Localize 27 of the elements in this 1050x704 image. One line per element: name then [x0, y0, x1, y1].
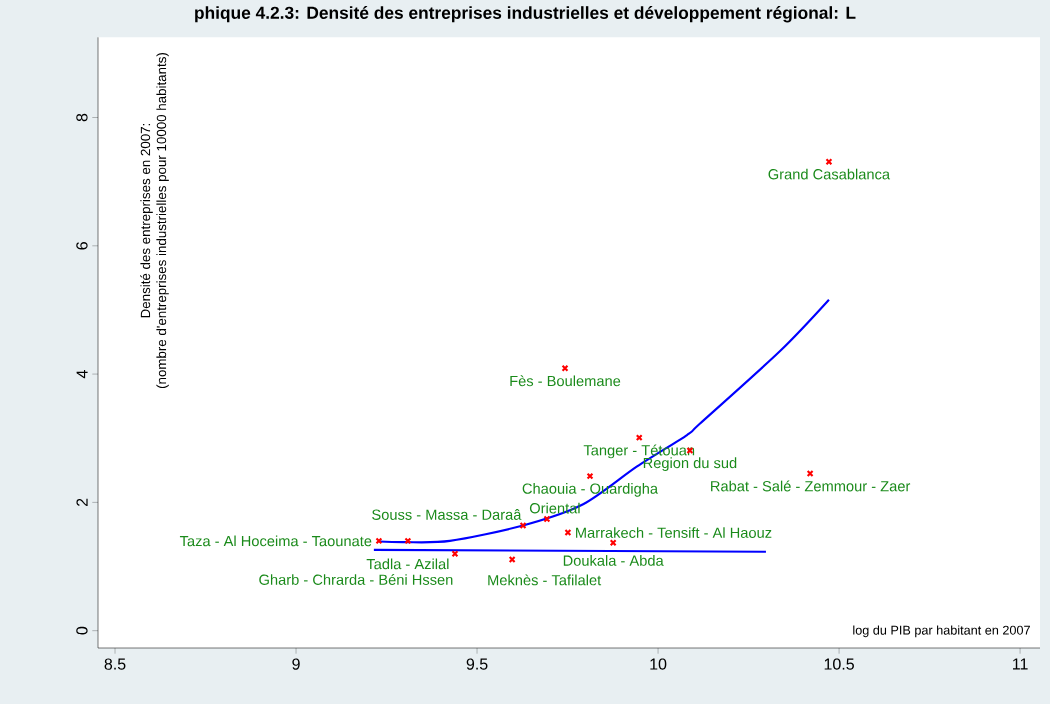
annotation: Gharb - Chrarda - Béni Hssen — [259, 573, 453, 585]
annotation: Rabat - Salé - Zemmour - Zaer — [711, 480, 911, 492]
x-tick-label: 9 — [292, 658, 300, 670]
annotation: Taza - Al Hoceima - Taounate — [179, 535, 372, 547]
y-tick-label: 8 — [76, 113, 88, 122]
x-tick-label: 11 — [1013, 658, 1028, 670]
annotation: Souss - Massa - Daraâ — [372, 509, 522, 520]
annotation: Grand Casablanca — [768, 168, 891, 180]
point — [519, 521, 527, 529]
x-axis-title: log du PIB par habitant en 2007 — [853, 625, 1030, 638]
x-tick-label: 9.5 — [466, 658, 488, 670]
x-tick-label: 10 — [650, 658, 667, 670]
y-tick-label: 4 — [76, 370, 88, 379]
x-tick-label: 8.5 — [104, 658, 126, 670]
text: (nombre d'entreprises industrielles pour 10000 habitants) — [156, 53, 169, 389]
text: Densité des entreprises en 2007: — [140, 123, 153, 318]
annotation: Meknès - Tafilalet — [488, 574, 602, 586]
y-tick-label: 0 — [76, 626, 88, 635]
annotation: Region du sud — [643, 457, 737, 472]
y-tick-label: 6 — [76, 242, 88, 250]
chart-title: phique 4.2.3: Densité des entreprises industrielles et développement régional: L — [195, 6, 856, 23]
x-tick-label: 10.5 — [824, 658, 854, 670]
annotation: Fès - Boulemane — [510, 375, 621, 387]
annotation: Marrakech - Tensift - Al Haouz — [576, 527, 772, 538]
annotation: Tadla - Azilal — [366, 558, 449, 570]
annotation: Doukala - Abda — [563, 555, 664, 566]
y-tick-label: 2 — [76, 498, 88, 507]
